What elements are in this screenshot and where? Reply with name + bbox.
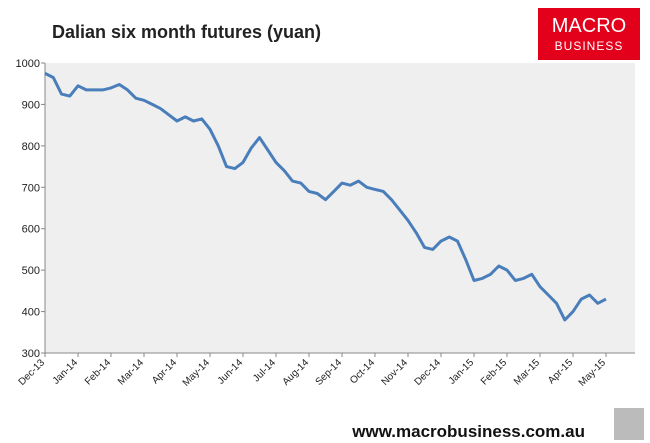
x-tick-label: May-14	[181, 357, 213, 389]
logo-text: BUSINESS	[555, 39, 624, 53]
x-tick-label: Apr-15	[546, 357, 575, 386]
y-tick-label: 600	[22, 224, 40, 236]
y-tick-label: 800	[22, 141, 40, 153]
x-tick-label: Oct-14	[348, 357, 377, 386]
x-tick-label: Mar-15	[512, 357, 542, 387]
x-tick-label: Jul-14	[251, 357, 278, 384]
x-tick-label: May-15	[577, 357, 609, 389]
x-tick-label: Mar-14	[116, 357, 146, 387]
y-tick-label: 300	[22, 348, 40, 360]
x-tick-label: Aug-14	[281, 357, 312, 388]
x-tick-label: Apr-14	[150, 357, 179, 386]
data-line	[44, 72, 607, 322]
x-tick-label: Jan-14	[51, 357, 81, 387]
x-tick-label: Sep-14	[314, 357, 345, 388]
y-tick-label: 700	[22, 182, 40, 194]
x-tick-label: Dec-13	[17, 357, 48, 388]
plot-area	[45, 63, 635, 353]
y-tick-label: 400	[22, 307, 40, 319]
x-tick-label: Feb-15	[479, 357, 509, 387]
y-tick-label: 900	[22, 99, 40, 111]
y-tick-label: 500	[22, 265, 40, 277]
logo-icon	[614, 408, 644, 440]
logo-box	[538, 8, 640, 60]
footer: www.macrobusiness.com.au	[351, 422, 585, 441]
y-tick-label: 1000	[16, 58, 40, 70]
x-tick-label: Feb-14	[83, 357, 113, 387]
logo-text: MACRO	[552, 15, 626, 37]
x-tick-label: Jan-15	[447, 357, 477, 387]
x-tick-label: Nov-14	[380, 357, 411, 388]
chart-title: Dalian six month futures (yuan)	[52, 22, 321, 42]
x-tick-label: Jun-14	[216, 357, 246, 387]
x-tick-label: Dec-14	[413, 357, 444, 388]
